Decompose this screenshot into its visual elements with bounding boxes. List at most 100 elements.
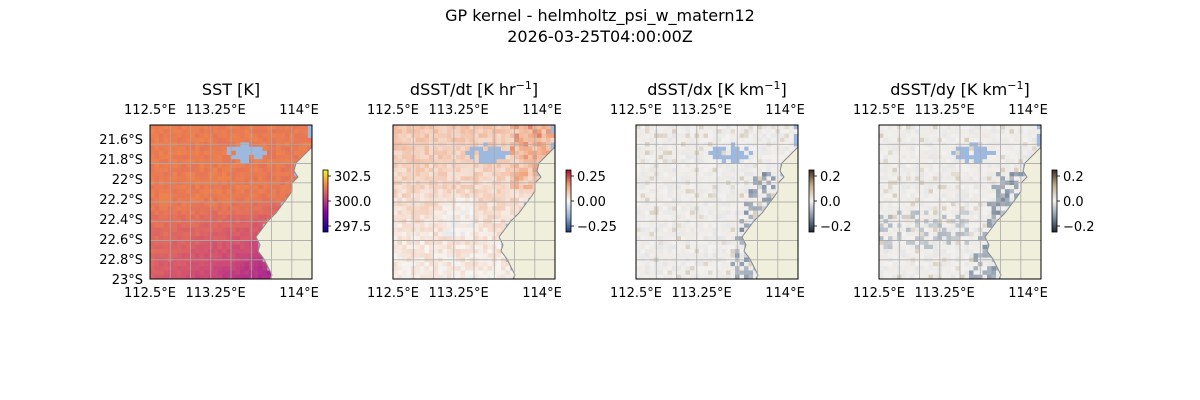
- heatmap-cell: [226, 270, 232, 276]
- heatmap-cell: [879, 231, 884, 237]
- heatmap-cell: [730, 240, 736, 246]
- heatmap-cell: [460, 227, 466, 233]
- heatmap-cell: [960, 266, 965, 271]
- heatmap-cell: [703, 137, 709, 143]
- heatmap-cell: [258, 176, 263, 181]
- colorbar-tick-label: 0.0: [1063, 195, 1084, 210]
- heatmap-cell: [231, 244, 236, 250]
- heatmap-cell: [172, 261, 178, 267]
- heatmap-cell: [951, 176, 956, 181]
- heatmap-cell: [244, 210, 250, 216]
- heatmap-cell: [267, 176, 272, 181]
- x-tick-label-bottom: 114°E: [765, 286, 805, 301]
- heatmap-cell: [645, 240, 650, 246]
- heatmap-cell: [658, 202, 664, 207]
- heatmap-cell: [892, 159, 898, 164]
- heatmap-cell: [442, 163, 448, 169]
- heatmap-cell: [424, 146, 430, 151]
- heatmap-cell: [442, 184, 448, 190]
- heatmap-cell: [663, 125, 668, 130]
- heatmap-cell: [762, 154, 767, 160]
- heatmap-cell: [951, 253, 956, 258]
- heatmap-cell: [424, 202, 430, 207]
- heatmap-cell: [946, 137, 952, 143]
- heatmap-cell: [699, 244, 704, 250]
- heatmap-cell: [294, 159, 299, 164]
- heatmap-cell: [483, 133, 488, 139]
- heatmap-cell: [946, 154, 952, 160]
- heatmap-cell: [501, 163, 506, 169]
- heatmap-cell: [424, 154, 430, 160]
- heatmap-cell: [708, 172, 713, 177]
- x-tick-label-top: 113.25°E: [672, 103, 732, 118]
- heatmap-cell: [172, 236, 178, 241]
- heatmap-cell: [717, 193, 722, 199]
- heatmap-cell: [195, 223, 200, 228]
- heatmap-cell: [739, 227, 745, 233]
- heatmap-cell: [487, 197, 493, 203]
- heatmap-cell: [280, 125, 286, 130]
- heatmap-cell: [195, 231, 200, 237]
- heatmap-cell: [523, 133, 529, 139]
- heatmap-cell: [676, 227, 682, 233]
- heatmap-cell: [177, 163, 182, 169]
- heatmap-cell: [663, 146, 668, 151]
- heatmap-cell: [406, 176, 412, 181]
- heatmap-cell: [235, 197, 241, 203]
- heatmap-cell: [487, 206, 493, 211]
- heatmap-cell: [474, 274, 479, 280]
- heatmap-cell: [681, 244, 686, 250]
- heatmap-cell: [942, 159, 947, 164]
- heatmap-cell: [433, 129, 439, 134]
- heatmap-cell: [762, 172, 767, 177]
- heatmap-cell: [1014, 167, 1019, 173]
- heatmap-cell: [969, 210, 974, 216]
- heatmap-cell: [294, 133, 299, 139]
- heatmap-cell: [730, 176, 736, 181]
- heatmap-cell: [636, 133, 641, 139]
- heatmap-cell: [681, 154, 686, 160]
- heatmap-cell: [393, 189, 398, 194]
- heatmap-cell: [186, 159, 191, 164]
- heatmap-cell: [1005, 133, 1010, 139]
- heatmap-cell: [177, 176, 182, 181]
- heatmap-cell: [703, 172, 709, 177]
- heatmap-cell: [429, 154, 434, 160]
- heatmap-cell: [231, 189, 236, 194]
- heatmap-cell: [393, 193, 398, 199]
- heatmap-cell: [681, 150, 686, 156]
- heatmap-cell: [487, 202, 493, 207]
- heatmap-cell: [964, 184, 970, 190]
- heatmap-cell: [1009, 137, 1015, 143]
- heatmap-cell: [789, 125, 794, 130]
- heatmap-cell: [973, 227, 979, 233]
- heatmap-cell: [883, 154, 889, 160]
- heatmap-cell: [420, 244, 425, 250]
- heatmap-cell: [406, 189, 412, 194]
- heatmap-cell: [996, 163, 1001, 169]
- heatmap-cell: [406, 193, 412, 199]
- heatmap-cell: [154, 154, 160, 160]
- heatmap-cell: [901, 197, 907, 203]
- heatmap-cell: [883, 167, 889, 173]
- heatmap-cell: [919, 249, 925, 254]
- heatmap-cell: [199, 184, 205, 190]
- heatmap-cell: [946, 244, 952, 250]
- heatmap-cell: [528, 184, 533, 190]
- heatmap-cell: [528, 176, 533, 181]
- heatmap-cell: [883, 231, 889, 237]
- heatmap-cell: [420, 223, 425, 228]
- heatmap-cell: [510, 159, 515, 164]
- heatmap-cell: [879, 176, 884, 181]
- heatmap-cell: [771, 193, 776, 199]
- heatmap-cell: [1023, 133, 1028, 139]
- heatmap-cell: [672, 133, 677, 139]
- heatmap-cell: [244, 261, 250, 267]
- heatmap-cell: [888, 249, 893, 254]
- heatmap-cell: [154, 133, 160, 139]
- heatmap-cell: [681, 189, 686, 194]
- heatmap-cell: [955, 227, 961, 233]
- heatmap-cell: [712, 184, 718, 190]
- heatmap-cell: [496, 266, 502, 271]
